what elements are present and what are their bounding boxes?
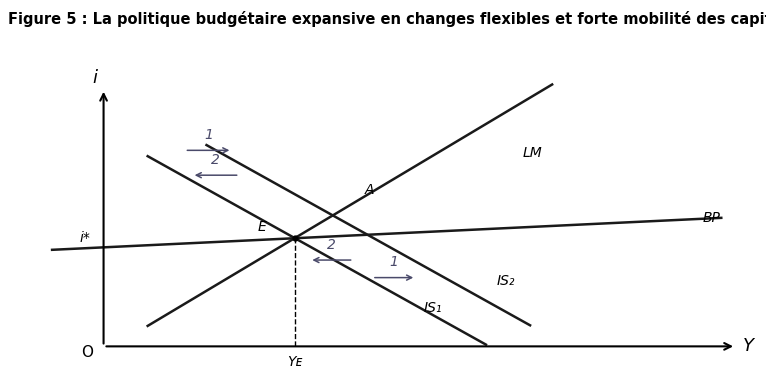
Text: O: O [81,345,93,360]
Text: LM: LM [522,146,542,160]
Text: IS₁: IS₁ [424,301,442,315]
Text: IS₂: IS₂ [497,274,516,288]
Text: i*: i* [80,231,90,245]
Text: Figure 5 : La politique budgétaire expansive en changes flexibles et forte mobil: Figure 5 : La politique budgétaire expan… [8,11,766,27]
Text: A: A [365,183,374,197]
Text: 2: 2 [211,153,220,167]
Text: i: i [92,70,97,87]
Text: 2: 2 [327,238,336,252]
Text: BP: BP [703,211,721,225]
Text: 1: 1 [390,255,398,269]
Text: Y: Y [743,337,755,355]
Text: Yᴇ: Yᴇ [287,355,303,369]
Text: 1: 1 [204,128,213,142]
Text: E: E [258,220,267,234]
